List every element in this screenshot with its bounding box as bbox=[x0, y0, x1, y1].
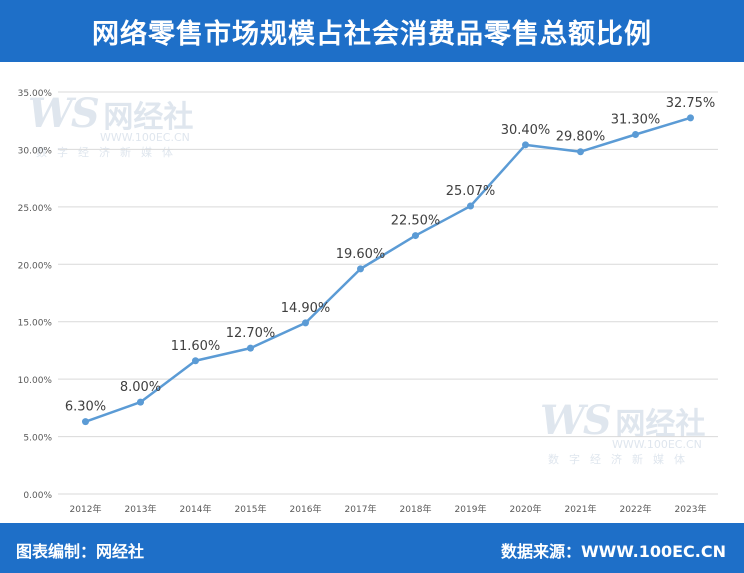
data-label: 31.30% bbox=[611, 112, 661, 127]
y-tick-label: 0.00% bbox=[23, 491, 52, 501]
series-line bbox=[84, 116, 692, 423]
data-point bbox=[357, 265, 364, 273]
data-label: 6.30% bbox=[65, 400, 106, 415]
data-label: 32.75% bbox=[666, 96, 716, 111]
data-point bbox=[687, 114, 694, 122]
x-tick-label: 2020年 bbox=[510, 503, 542, 515]
data-point bbox=[82, 418, 89, 426]
data-label: 14.90% bbox=[281, 301, 331, 316]
data-label: 25.07% bbox=[446, 184, 496, 199]
data-label: 22.50% bbox=[391, 214, 441, 229]
watermark-url: WWW.100EC.CN bbox=[612, 438, 702, 451]
footer-bar: 图表编制：网经社 数据来源：WWW.100EC.CN bbox=[0, 523, 744, 573]
y-tick-label: 25.00% bbox=[18, 204, 53, 214]
data-label: 11.60% bbox=[171, 339, 221, 354]
y-tick-label: 20.00% bbox=[18, 261, 53, 271]
x-tick-label: 2017年 bbox=[345, 503, 377, 515]
watermark-tagline: 数字经济新媒体 bbox=[548, 453, 695, 466]
footer-editor: 图表编制：网经社 bbox=[16, 542, 145, 561]
chart-title: 网络零售市场规模占社会消费品零售总额比例 bbox=[92, 18, 652, 50]
x-tick-label: 2022年 bbox=[620, 503, 652, 515]
data-point bbox=[302, 319, 309, 327]
data-point bbox=[412, 232, 419, 240]
x-tick-label: 2012年 bbox=[70, 503, 102, 515]
footer-source: 数据来源：WWW.100EC.CN bbox=[500, 542, 726, 561]
watermark-url: WWW.100EC.CN bbox=[100, 131, 190, 144]
data-point bbox=[137, 398, 144, 406]
data-point bbox=[247, 344, 254, 352]
watermark-name: 网经社 bbox=[103, 100, 194, 135]
x-tick-label: 2018年 bbox=[400, 503, 432, 515]
watermark-logo: WS bbox=[28, 90, 100, 137]
data-point bbox=[577, 148, 584, 156]
y-tick-label: 30.00% bbox=[18, 146, 53, 156]
y-tick-label: 10.00% bbox=[18, 376, 53, 386]
data-label: 29.80% bbox=[556, 130, 606, 145]
y-tick-label: 5.00% bbox=[23, 434, 52, 444]
data-point bbox=[632, 130, 639, 138]
data-label: 19.60% bbox=[336, 247, 386, 262]
x-tick-label: 2013年 bbox=[125, 503, 157, 515]
chart-title-bar: 网络零售市场规模占社会消费品零售总额比例 bbox=[0, 0, 744, 62]
y-tick-label: 15.00% bbox=[18, 319, 53, 329]
plot-area: WS 网经社 WWW.100EC.CN 数字经济新媒体 WS 网经社 WWW.1… bbox=[0, 62, 744, 522]
x-tick-label: 2023年 bbox=[675, 503, 707, 515]
data-label: 30.40% bbox=[501, 123, 551, 138]
x-tick-label: 2016年 bbox=[290, 503, 322, 515]
data-label: 8.00% bbox=[120, 380, 161, 395]
x-tick-label: 2021年 bbox=[565, 503, 597, 515]
x-tick-label: 2015年 bbox=[235, 503, 267, 515]
line-chart: 0.00% 5.00% 10.00% 15.00% 20.00% 25.00% 30.00%… bbox=[18, 89, 718, 515]
data-point bbox=[192, 357, 199, 365]
x-tick-label: 2019年 bbox=[455, 503, 487, 515]
data-label: 12.70% bbox=[226, 326, 276, 341]
y-tick-label: 35.00% bbox=[18, 89, 53, 99]
x-tick-label: 2014年 bbox=[180, 503, 212, 515]
data-point bbox=[467, 202, 474, 210]
data-point bbox=[522, 141, 529, 149]
